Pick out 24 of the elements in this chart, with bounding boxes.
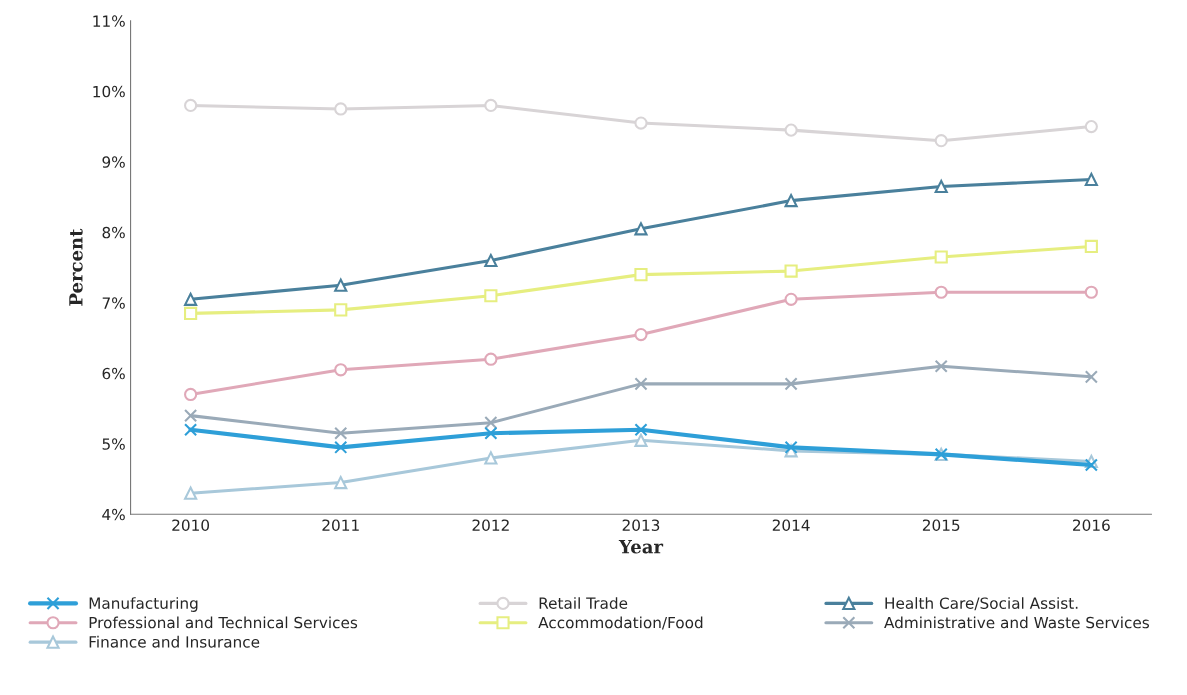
y-tick-label: 7% [102,297,125,309]
legend-label: Finance and Insurance [89,635,260,648]
legend-label: Administrative and Waste Services [884,616,1150,629]
y-tick-label: 9% [102,156,125,168]
y-tick-label: 6% [102,367,125,380]
y-tick-label: 8% [102,226,125,239]
legend-label: Retail Trade [539,597,628,609]
y-tick-label: 5% [102,438,125,450]
legend-label: Manufacturing [89,597,198,612]
y-tick-label: 11% [93,15,125,27]
x-axis-title: Year [618,540,664,554]
x-tick-label: 2014 [772,519,810,531]
x-tick-label: 2015 [922,519,960,531]
x-tick-label: 2012 [472,519,509,531]
x-tick-label: 2016 [1073,519,1110,531]
legend-label: Professional and Technical Services [89,616,358,629]
y-tick-label: 10% [93,85,125,98]
x-tick-label: 2010 [172,519,210,531]
x-tick-label: 2011 [322,519,359,531]
y-axis-title: Percent [69,228,83,306]
legend-label: Accommodation/Food [538,616,703,630]
x-tick-label: 2013 [622,519,660,531]
y-tick-label: 4% [102,508,125,521]
legend-label: Health Care/Social Assist. [885,597,1078,611]
